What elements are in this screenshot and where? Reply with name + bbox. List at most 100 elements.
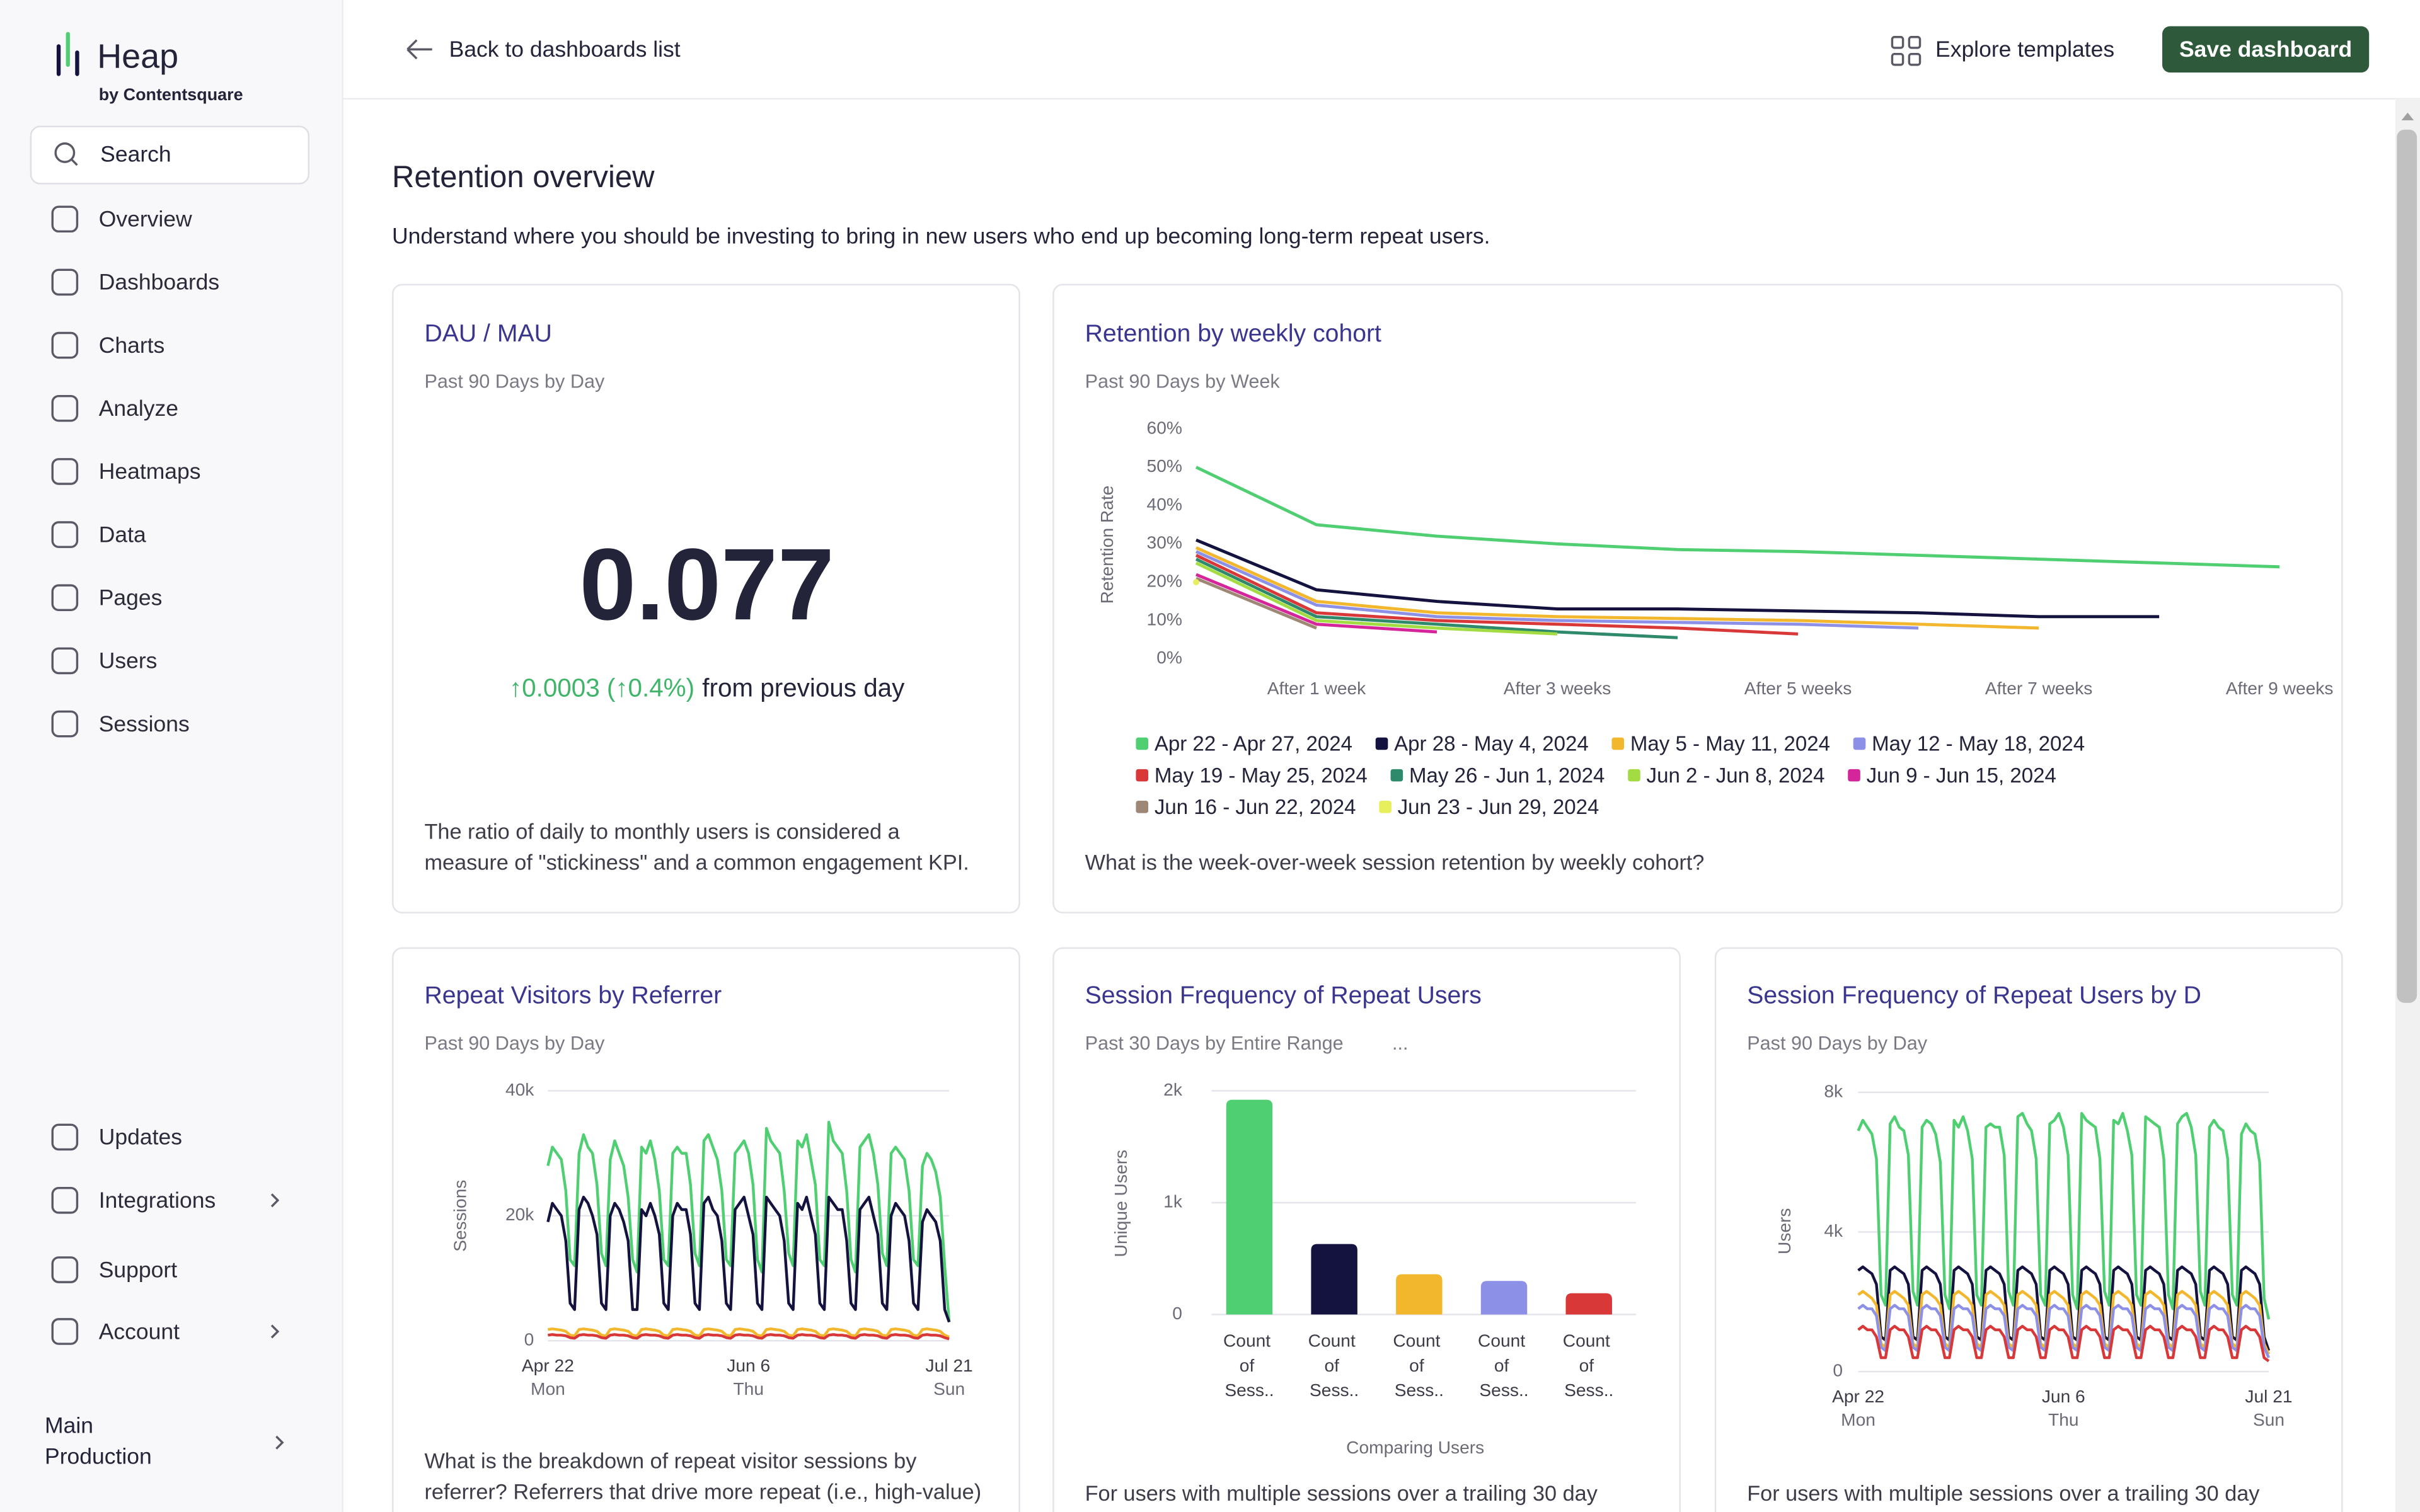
x-tick-label-line: Count <box>1223 1331 1276 1351</box>
x-tick-label-line: of <box>1240 1356 1259 1375</box>
series-line <box>546 1195 951 1323</box>
scroll-arrow[interactable] <box>2401 112 2414 121</box>
env-name[interactable]: Main <box>45 1413 93 1438</box>
nav-icon <box>51 647 79 675</box>
series-line <box>1195 550 1919 630</box>
x-tick-day: Sun <box>933 1379 965 1399</box>
series-line <box>1195 558 1678 639</box>
x-axis-label: Comparing Users <box>1346 1438 1484 1457</box>
nav-icon <box>51 584 79 612</box>
nav-icon <box>51 1123 79 1151</box>
nav-item[interactable]: Dashboards <box>99 270 219 295</box>
series-line <box>1196 538 2160 619</box>
nav-item[interactable]: Analyze <box>99 396 178 421</box>
explore-icon[interactable] <box>1891 36 1922 66</box>
legend-label: Jun 16 - Jun 22, 2024 <box>1155 796 1356 819</box>
legend-label: Jun 9 - Jun 15, 2024 <box>1867 764 2056 788</box>
series-line <box>546 1120 951 1322</box>
series-line <box>1857 1324 2270 1363</box>
y-tick-label: 30% <box>1147 533 1182 553</box>
bar <box>1565 1293 1612 1315</box>
nav-icon <box>51 521 79 548</box>
y-tick-label: 10% <box>1147 609 1182 629</box>
nav-item[interactable]: Users <box>99 648 158 673</box>
nav-icon <box>51 331 79 359</box>
card-description: For users with multiple sessions over a … <box>1085 1482 1598 1506</box>
nav-item[interactable]: Integrations <box>99 1188 216 1213</box>
legend-swatch <box>1136 737 1149 750</box>
nav-item[interactable]: Overview <box>99 207 192 232</box>
y-tick-label: 50% <box>1147 456 1182 476</box>
x-tick-day: Mon <box>531 1379 565 1399</box>
card[interactable] <box>392 284 1020 914</box>
series-line <box>1195 546 2039 630</box>
series-line <box>1857 1111 2271 1320</box>
y-tick-label: 40k <box>505 1080 534 1099</box>
nav-icon <box>51 1187 79 1214</box>
series-line <box>548 1333 950 1341</box>
search-icon <box>54 142 76 163</box>
x-tick-label: After 1 week <box>1267 679 1366 698</box>
x-tick-label-line: Count <box>1478 1331 1530 1351</box>
y-tick-label: 8k <box>1824 1081 1843 1101</box>
x-tick-label: Count of Sess.. <box>1223 1331 1276 1400</box>
nav-item[interactable]: Charts <box>99 333 165 358</box>
card-title[interactable]: DAU / MAU <box>424 320 551 347</box>
more-indicator[interactable]: ... <box>1392 1033 1409 1054</box>
back-arrow[interactable] <box>406 39 432 60</box>
card-description: referrer? Referrers that drive more repe… <box>424 1480 981 1504</box>
bar <box>1396 1274 1443 1315</box>
save-button[interactable] <box>2162 26 2370 73</box>
legend-label: Jun 2 - Jun 8, 2024 <box>1647 764 1825 788</box>
save-button-label[interactable]: Save dashboard <box>2179 37 2352 62</box>
y-axis-label: Retention Rate <box>1097 486 1117 604</box>
legend-label: May 12 - May 18, 2024 <box>1872 733 2085 756</box>
back-link[interactable]: Back to dashboards list <box>449 37 681 62</box>
x-tick-label: Jul 21 <box>926 1356 973 1375</box>
card[interactable] <box>392 947 1020 1512</box>
card-title[interactable]: Retention by weekly cohort <box>1085 320 1381 347</box>
x-tick-day: Mon <box>1841 1410 1876 1429</box>
legend-swatch <box>1136 769 1149 782</box>
nav-item[interactable]: Updates <box>99 1125 182 1150</box>
nav-item[interactable]: Sessions <box>99 711 190 736</box>
page-description: Understand where you should be investing… <box>392 224 1490 249</box>
card-subtitle: Past 90 Days by Day <box>424 370 605 392</box>
logo-mark <box>56 32 79 76</box>
card-title[interactable]: Session Frequency of Repeat Users <box>1085 982 1482 1009</box>
legend-swatch <box>1379 801 1392 813</box>
x-tick-label: Count of Sess.. <box>1308 1331 1361 1400</box>
card[interactable] <box>1052 947 1681 1512</box>
search-box[interactable] <box>30 125 310 185</box>
series-line <box>1196 576 1317 630</box>
metric-change: ↑0.0003 (↑0.4%) <box>509 673 694 702</box>
x-tick-label: Count of Sess.. <box>1563 1331 1615 1400</box>
x-tick-label: After 7 weeks <box>1985 679 2093 698</box>
y-tick-label: 1k <box>1163 1191 1183 1211</box>
scrollbar-thumb[interactable] <box>2397 129 2417 1003</box>
card-title[interactable]: Session Frequency of Repeat Users by D <box>1747 982 2201 1009</box>
card[interactable] <box>1052 284 2343 914</box>
explore-templates[interactable]: Explore templates <box>1935 37 2114 62</box>
nav-icon <box>51 710 79 738</box>
x-tick-label-line: of <box>1409 1356 1429 1375</box>
nav-item[interactable]: Pages <box>99 585 163 610</box>
nav-item[interactable]: Heatmaps <box>99 459 201 484</box>
x-tick-label: Jun 6 <box>2042 1387 2085 1406</box>
card-title[interactable]: Repeat Visitors by Referrer <box>424 982 722 1009</box>
series-line <box>1196 573 1438 634</box>
nav-item[interactable]: Data <box>99 522 146 547</box>
nav-icon <box>51 1318 79 1345</box>
x-tick-label: Count of Sess.. <box>1393 1331 1445 1400</box>
y-tick-label: 0 <box>524 1330 534 1349</box>
metric-value: 0.077 <box>579 528 834 641</box>
nav-item[interactable]: Account <box>99 1319 180 1344</box>
nav-item[interactable]: Support <box>99 1257 177 1282</box>
legend-label: Jun 23 - Jun 29, 2024 <box>1398 796 1599 819</box>
metric-change-suffix: from previous day <box>702 673 905 702</box>
search-placeholder: Search <box>100 142 171 167</box>
legend-label: May 26 - Jun 1, 2024 <box>1409 764 1605 788</box>
chevron <box>270 1193 280 1208</box>
x-tick-label-line: of <box>1579 1356 1599 1375</box>
